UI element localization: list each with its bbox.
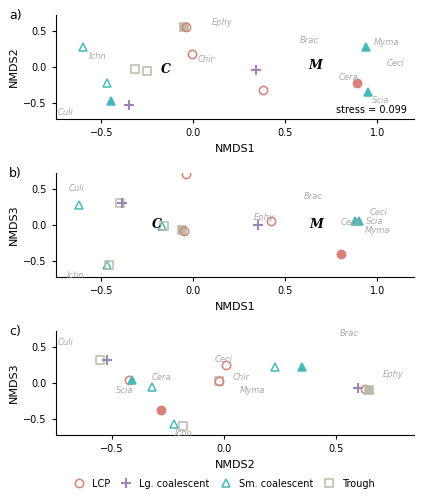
Text: Cera: Cera bbox=[338, 74, 357, 82]
X-axis label: NMDS1: NMDS1 bbox=[214, 302, 255, 312]
Text: Ephy: Ephy bbox=[382, 370, 403, 379]
Text: Scia: Scia bbox=[366, 217, 383, 226]
Text: b): b) bbox=[9, 167, 22, 180]
Text: Ichn: Ichn bbox=[174, 429, 192, 438]
Text: Ceci: Ceci bbox=[214, 356, 232, 364]
Text: a): a) bbox=[9, 9, 21, 22]
Y-axis label: NMDS3: NMDS3 bbox=[9, 362, 19, 404]
Text: Ichn: Ichn bbox=[66, 271, 84, 280]
X-axis label: NMDS1: NMDS1 bbox=[214, 144, 255, 154]
Text: Culi: Culi bbox=[57, 108, 73, 117]
Text: Brac: Brac bbox=[303, 192, 322, 200]
Legend: LCP, Lg. coalescent, Sm. coalescent, Trough: LCP, Lg. coalescent, Sm. coalescent, Tro… bbox=[65, 475, 378, 492]
Text: Culi: Culi bbox=[68, 184, 84, 194]
Text: Chir: Chir bbox=[232, 374, 249, 382]
Text: M: M bbox=[309, 218, 323, 231]
Text: c): c) bbox=[9, 325, 21, 338]
Text: C: C bbox=[151, 218, 161, 231]
Text: Myma: Myma bbox=[239, 386, 264, 394]
Text: Myma: Myma bbox=[373, 38, 398, 47]
Text: Ceci: Ceci bbox=[386, 59, 404, 68]
X-axis label: NMDS2: NMDS2 bbox=[214, 460, 255, 469]
Text: Ichn: Ichn bbox=[89, 52, 106, 62]
Text: C: C bbox=[161, 62, 170, 76]
Text: Cera: Cera bbox=[152, 372, 171, 382]
Text: Brac: Brac bbox=[299, 36, 318, 46]
Text: Ephy: Ephy bbox=[211, 18, 232, 26]
Text: Ceci: Ceci bbox=[369, 208, 387, 216]
Text: Chir: Chir bbox=[197, 54, 214, 64]
Text: Cera: Cera bbox=[340, 218, 360, 226]
Text: Culi: Culi bbox=[58, 338, 73, 347]
Text: Myma: Myma bbox=[364, 226, 389, 234]
Text: M: M bbox=[307, 59, 321, 72]
Text: stress = 0.099: stress = 0.099 bbox=[335, 105, 406, 115]
Text: Ephy: Ephy bbox=[253, 214, 274, 222]
Text: Brac: Brac bbox=[340, 328, 358, 338]
Text: Scia: Scia bbox=[116, 386, 133, 396]
Y-axis label: NMDS3: NMDS3 bbox=[9, 204, 19, 246]
Text: Scia: Scia bbox=[371, 96, 389, 104]
Y-axis label: NMDS2: NMDS2 bbox=[9, 46, 19, 88]
